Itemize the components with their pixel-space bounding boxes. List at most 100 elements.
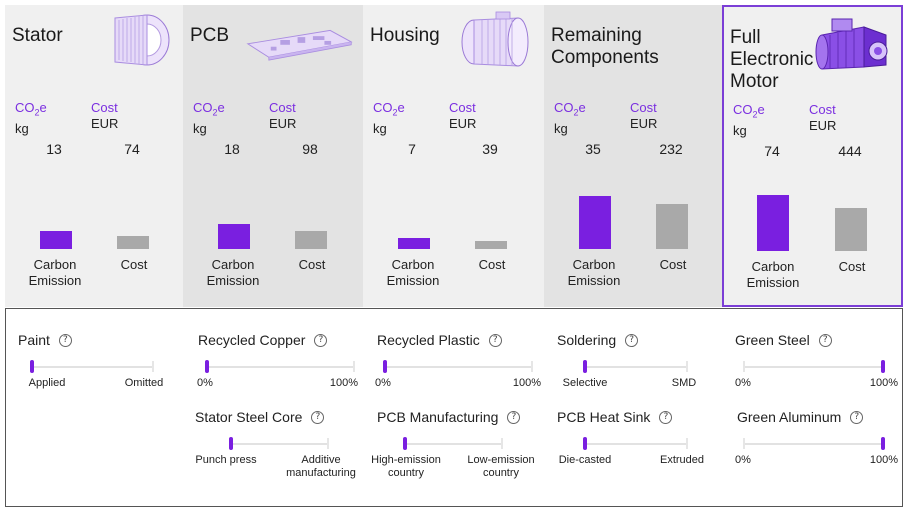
cost-bar-label: Cost xyxy=(659,257,687,272)
slider-max-label: 100% xyxy=(869,454,899,466)
slider-track[interactable] xyxy=(383,360,533,373)
control-name: Soldering xyxy=(557,332,617,348)
slider-track[interactable] xyxy=(743,360,885,373)
slider-thumb[interactable] xyxy=(30,360,34,373)
control-label: Soldering? xyxy=(557,332,639,348)
control-name: PCB Heat Sink xyxy=(557,409,651,425)
slider-thumb[interactable] xyxy=(403,437,407,450)
help-icon[interactable]: ? xyxy=(58,333,72,347)
slider-max-label: SMD xyxy=(671,377,697,389)
slider-thumb[interactable] xyxy=(881,360,885,373)
slider-tick xyxy=(353,361,355,372)
slider-track[interactable] xyxy=(229,437,329,450)
slider-track[interactable] xyxy=(743,437,885,450)
co2-label: CO2e kg xyxy=(193,100,225,136)
slider-tick xyxy=(152,361,154,372)
slider-tick xyxy=(531,361,533,372)
slider-min-label: 0% xyxy=(735,377,751,389)
slider-thumb[interactable] xyxy=(205,360,209,373)
help-icon[interactable]: ? xyxy=(659,410,673,424)
cost-bar-label: Cost xyxy=(298,257,326,272)
control-label: Green Aluminum? xyxy=(737,409,864,425)
slider-track[interactable] xyxy=(583,437,688,450)
slider-max-label: 100% xyxy=(869,377,899,389)
slider-min-label: 0% xyxy=(375,377,391,389)
slider-track[interactable] xyxy=(30,360,154,373)
cost-label: Cost EUR xyxy=(269,100,297,131)
help-icon[interactable]: ? xyxy=(818,333,832,347)
card-housing: Housing CO2e kg Cost EUR 7 39 Carbon Emi… xyxy=(363,5,544,307)
slider-max-label: Extruded xyxy=(659,454,705,466)
control-label: PCB Manufacturing? xyxy=(377,409,521,425)
slider-tick xyxy=(327,438,329,449)
cost-value: 39 xyxy=(482,141,498,157)
control-label: Paint? xyxy=(18,332,72,348)
slider-tick xyxy=(743,361,745,372)
carbon-bar xyxy=(579,196,611,249)
control-name: Recycled Plastic xyxy=(377,332,480,348)
card-full-electronic-motor: Full Electronic Motor CO2e kg Cost EUR 7… xyxy=(722,5,903,307)
carbon-bar-label: Carbon Emission xyxy=(567,257,621,288)
help-icon[interactable]: ? xyxy=(314,333,328,347)
slider-min-label: High-emission country xyxy=(371,454,441,479)
help-icon[interactable]: ? xyxy=(507,410,521,424)
cost-label: Cost EUR xyxy=(449,100,477,131)
help-icon[interactable]: ? xyxy=(625,333,639,347)
stator-image xyxy=(114,14,170,66)
cost-bar xyxy=(117,236,149,249)
cost-label: Cost EUR xyxy=(91,100,119,131)
help-icon[interactable]: ? xyxy=(488,333,502,347)
slider-min-label: Applied xyxy=(28,377,66,389)
slider-track[interactable] xyxy=(583,360,688,373)
slider-track[interactable] xyxy=(403,437,503,450)
slider-tick xyxy=(501,438,503,449)
carbon-bar-label: Carbon Emission xyxy=(206,257,260,288)
control-label: Recycled Plastic? xyxy=(377,332,502,348)
pcb-image xyxy=(246,29,353,61)
parameter-panel: Paint? Applied Omitted Recycled Copper? 0% 10… xyxy=(5,308,903,507)
slider-min-label: Die-casted xyxy=(558,454,612,466)
cost-bar xyxy=(835,208,867,251)
housing-image xyxy=(461,11,529,67)
co2-label: CO2e kg xyxy=(15,100,47,136)
help-icon[interactable]: ? xyxy=(311,410,325,424)
help-icon[interactable]: ? xyxy=(850,410,864,424)
cost-label: Cost EUR xyxy=(809,102,837,133)
cost-value: 444 xyxy=(838,143,862,159)
slider-tick xyxy=(686,361,688,372)
co2-label: CO2e kg xyxy=(733,102,765,138)
control-label: Recycled Copper? xyxy=(198,332,328,348)
carbon-bar-label: Carbon Emission xyxy=(746,259,800,290)
slider-tick xyxy=(686,438,688,449)
component-cards: Stator CO2e kg Cost EUR 13 74 Carbon Emi… xyxy=(5,5,903,307)
card-title: PCB xyxy=(190,25,230,46)
slider-thumb[interactable] xyxy=(881,437,885,450)
slider-max-label: Low-emission country xyxy=(467,454,535,479)
cost-value: 98 xyxy=(302,141,318,157)
carbon-bar-label: Carbon Emission xyxy=(28,257,82,288)
slider-track[interactable] xyxy=(205,360,355,373)
slider-min-label: Selective xyxy=(562,377,608,389)
carbon-bar xyxy=(757,195,789,251)
cost-bar-label: Cost xyxy=(478,257,506,272)
slider-thumb[interactable] xyxy=(229,437,233,450)
slider-thumb[interactable] xyxy=(583,437,587,450)
card-remaining-components: Remaining Components CO2e kg Cost EUR 35… xyxy=(544,5,722,307)
slider-max-label: Omitted xyxy=(124,377,164,389)
control-label: Stator Steel Core? xyxy=(195,409,325,425)
control-name: Recycled Copper xyxy=(198,332,306,348)
control-name: Green Steel xyxy=(735,332,810,348)
carbon-bar xyxy=(40,231,72,249)
control-name: Green Aluminum xyxy=(737,409,842,425)
slider-min-label: 0% xyxy=(735,454,751,466)
slider-thumb[interactable] xyxy=(383,360,387,373)
slider-thumb[interactable] xyxy=(583,360,587,373)
card-title: Remaining Components xyxy=(551,25,659,68)
card-title: Housing xyxy=(370,25,440,46)
motor-image xyxy=(815,18,888,70)
slider-min-label: Punch press xyxy=(195,454,257,466)
co2-label: CO2e kg xyxy=(373,100,405,136)
carbon-bar xyxy=(398,238,430,249)
control-label: Green Steel? xyxy=(735,332,832,348)
slider-max-label: 100% xyxy=(512,377,542,389)
